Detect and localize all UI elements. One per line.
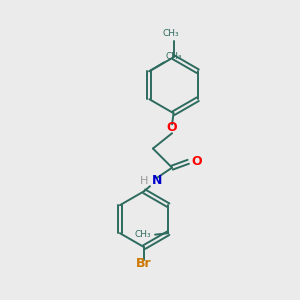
Text: N: N xyxy=(152,174,162,188)
Text: O: O xyxy=(191,155,202,168)
Text: CH₃: CH₃ xyxy=(134,230,151,239)
Text: H: H xyxy=(140,176,148,186)
Text: CH₃: CH₃ xyxy=(166,52,182,61)
Text: CH₃: CH₃ xyxy=(163,28,179,38)
Text: O: O xyxy=(167,121,177,134)
Text: Br: Br xyxy=(136,257,152,270)
